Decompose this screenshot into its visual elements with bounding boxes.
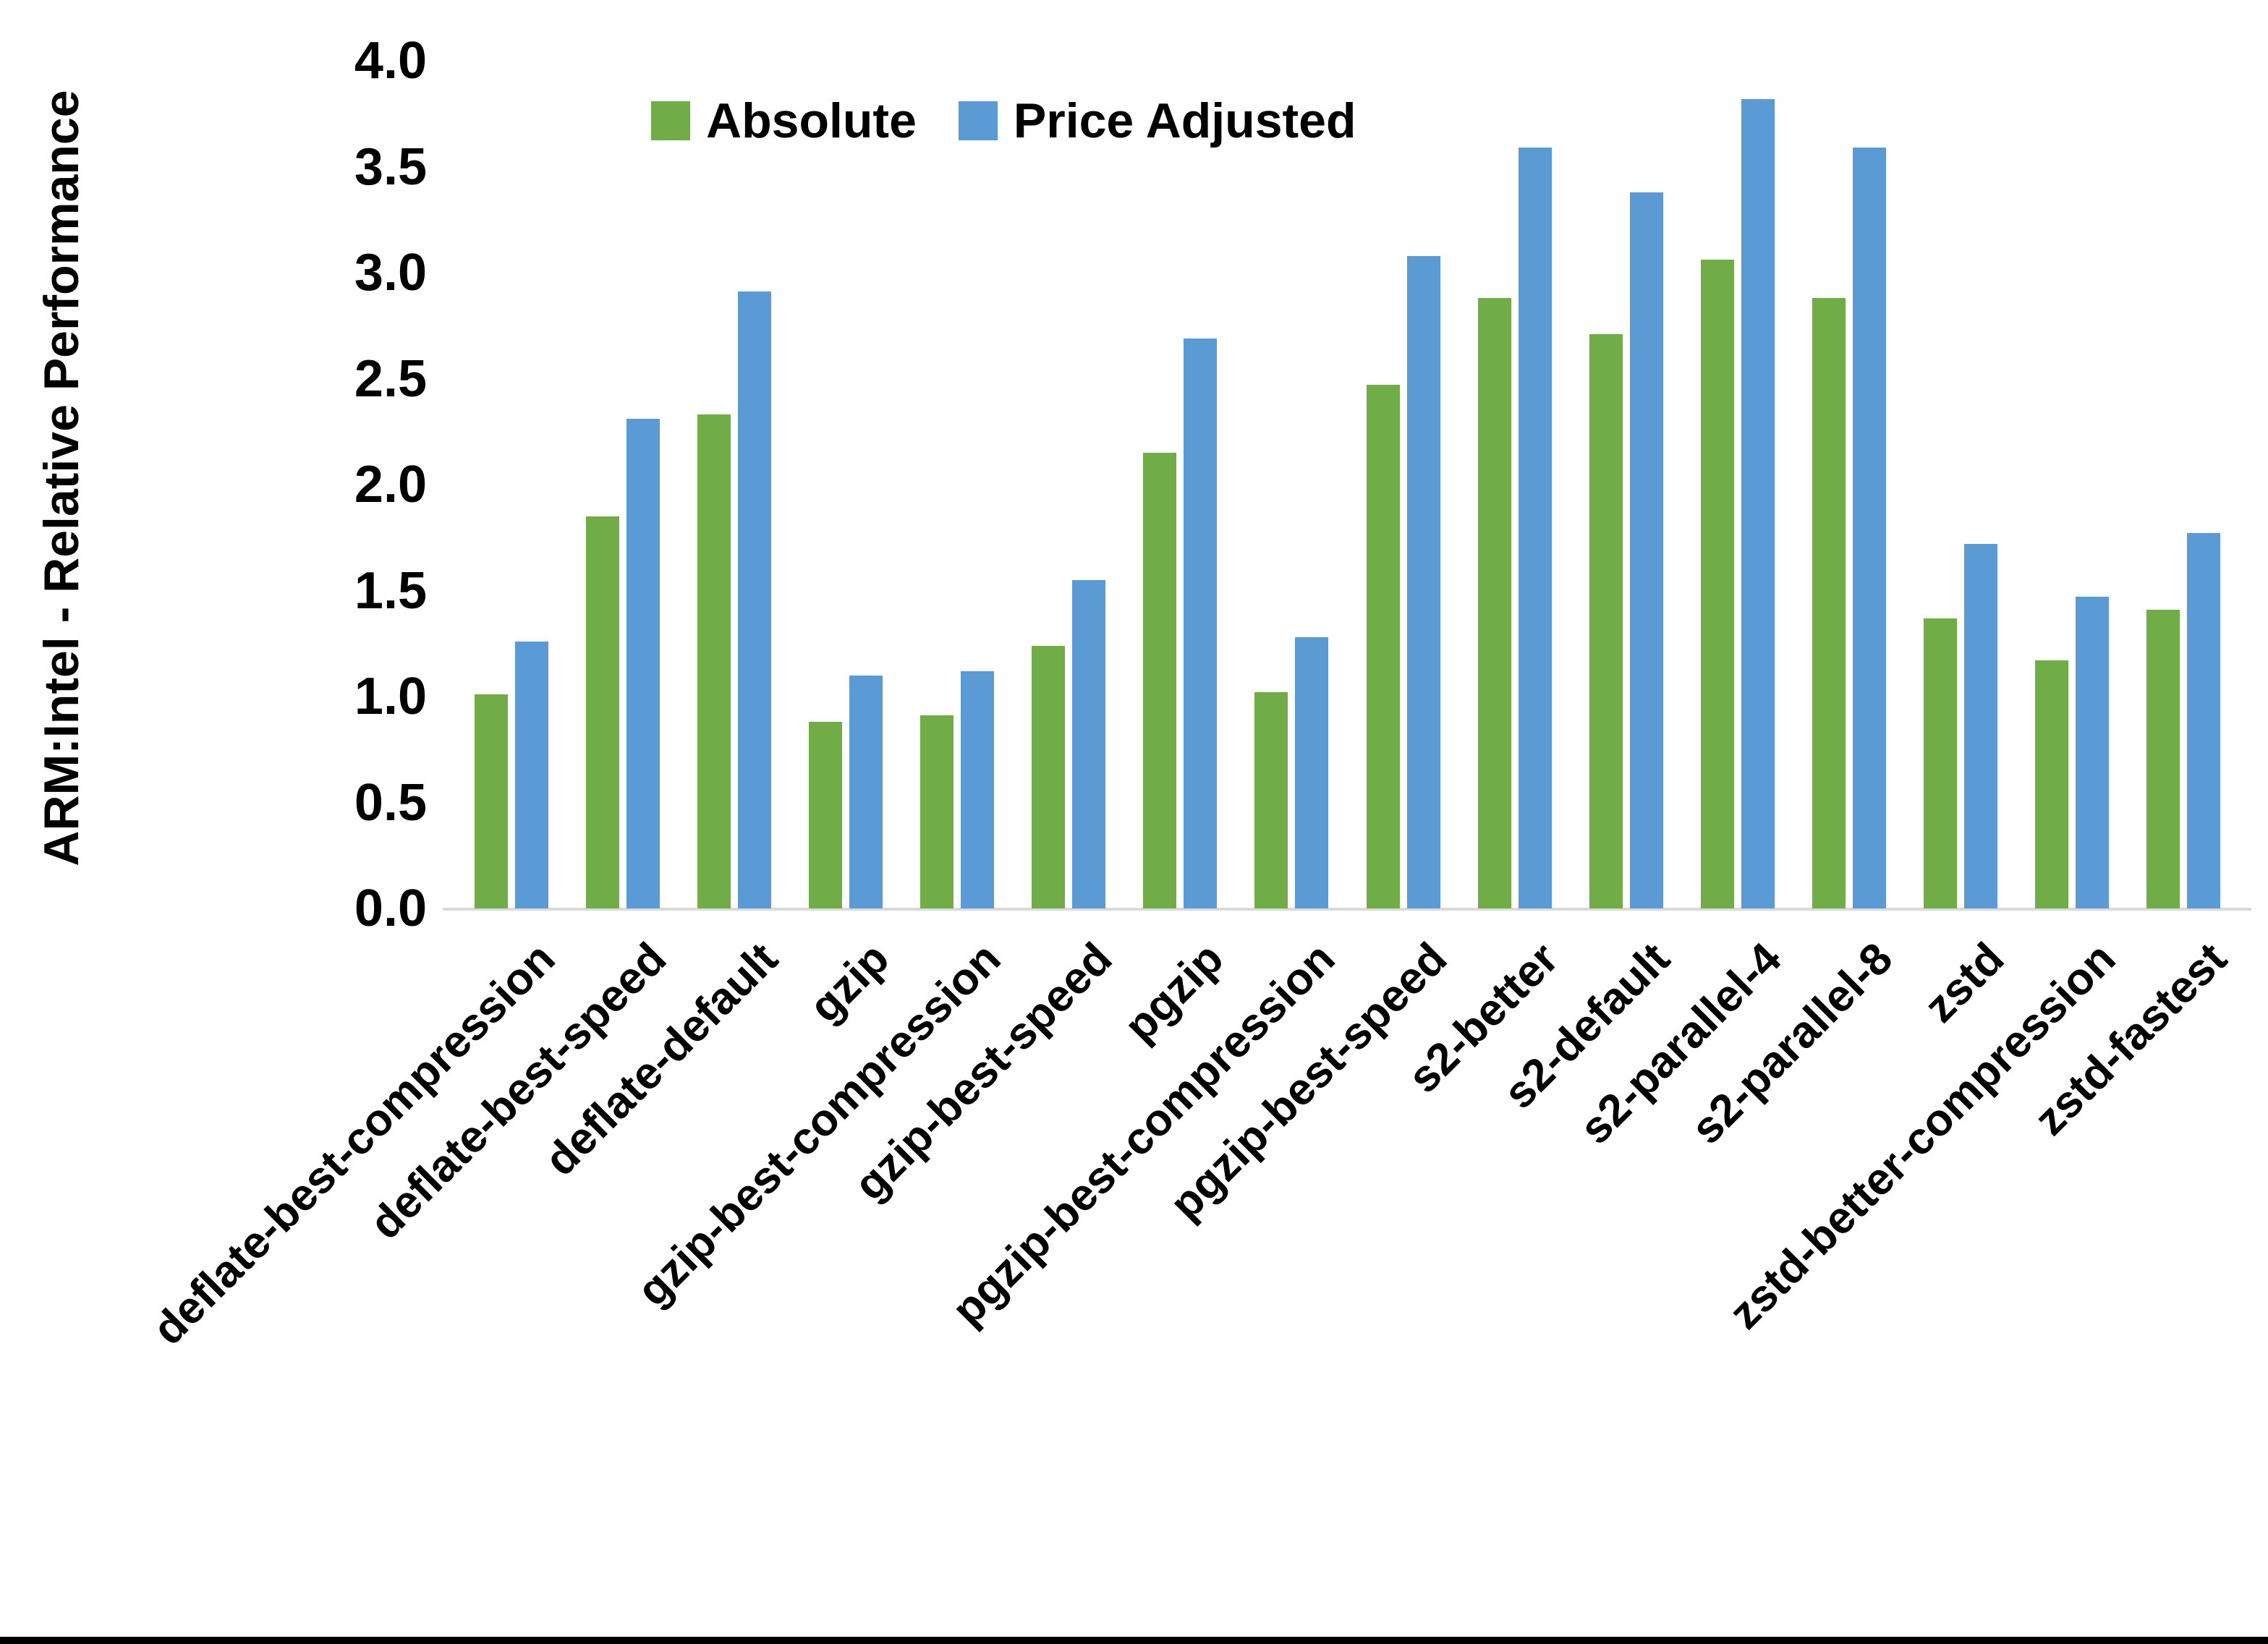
legend-item-absolute: Absolute [651,93,917,149]
bottom-border [0,1637,2268,1644]
bar-absolute [2146,609,2180,908]
y-tick-label: 1.0 [354,668,427,725]
bar-price-adjusted [515,641,549,908]
bar-price-adjusted [1518,148,1552,908]
bar-absolute [1812,298,1846,908]
bar-absolute [1700,260,1734,908]
bar-absolute [1143,453,1177,908]
bar-price-adjusted [849,675,883,908]
bar-price-adjusted [1184,338,1218,908]
bar-price-adjusted [738,291,772,908]
chart-legend: Absolute Price Adjusted [651,93,1356,149]
bar-absolute [1032,645,1066,908]
y-tick-label: 1.5 [354,561,427,620]
legend-item-price-adjusted: Price Adjusted [958,93,1356,149]
y-tick-label: 0.5 [354,773,427,832]
bar-price-adjusted [1295,636,1329,908]
legend-label-price-adjusted: Price Adjusted [1013,93,1356,148]
bar-price-adjusted [1852,148,1886,908]
bar-price-adjusted [1741,98,1775,908]
bar-absolute [1254,692,1288,908]
bar-price-adjusted [2075,597,2109,908]
bar-price-adjusted [1629,192,1663,908]
legend-swatch-absolute [651,101,690,140]
y-tick-label: 2.5 [354,349,427,408]
x-axis-line [443,908,2251,911]
y-tick-label: 3.0 [354,244,427,302]
bar-absolute [1589,333,1623,908]
bar-price-adjusted [1406,255,1440,908]
bar-price-adjusted [961,670,995,908]
y-tick-label: 3.5 [354,137,427,196]
legend-swatch-price-adjusted [958,101,998,140]
bar-absolute [1366,385,1400,908]
bar-absolute [920,715,954,908]
y-tick-label: 0.0 [354,880,427,937]
bar-absolute [1923,618,1957,908]
bar-absolute [475,694,509,908]
bar-price-adjusted [1072,579,1106,908]
bar-absolute [2034,660,2068,908]
bar-absolute [586,516,620,908]
y-tick-label: 4.0 [354,32,427,90]
bar-absolute [697,414,731,908]
plot-area [443,61,2251,911]
bar-price-adjusted [627,419,661,908]
bar-absolute [809,722,843,908]
bar-price-adjusted [2186,533,2220,908]
bar-price-adjusted [1963,544,1997,908]
legend-label-absolute: Absolute [706,93,917,148]
y-axis-title: ARM:Intel - Relative Performance [34,90,89,866]
y-tick-label: 2.0 [354,456,427,514]
bar-absolute [1477,298,1511,908]
